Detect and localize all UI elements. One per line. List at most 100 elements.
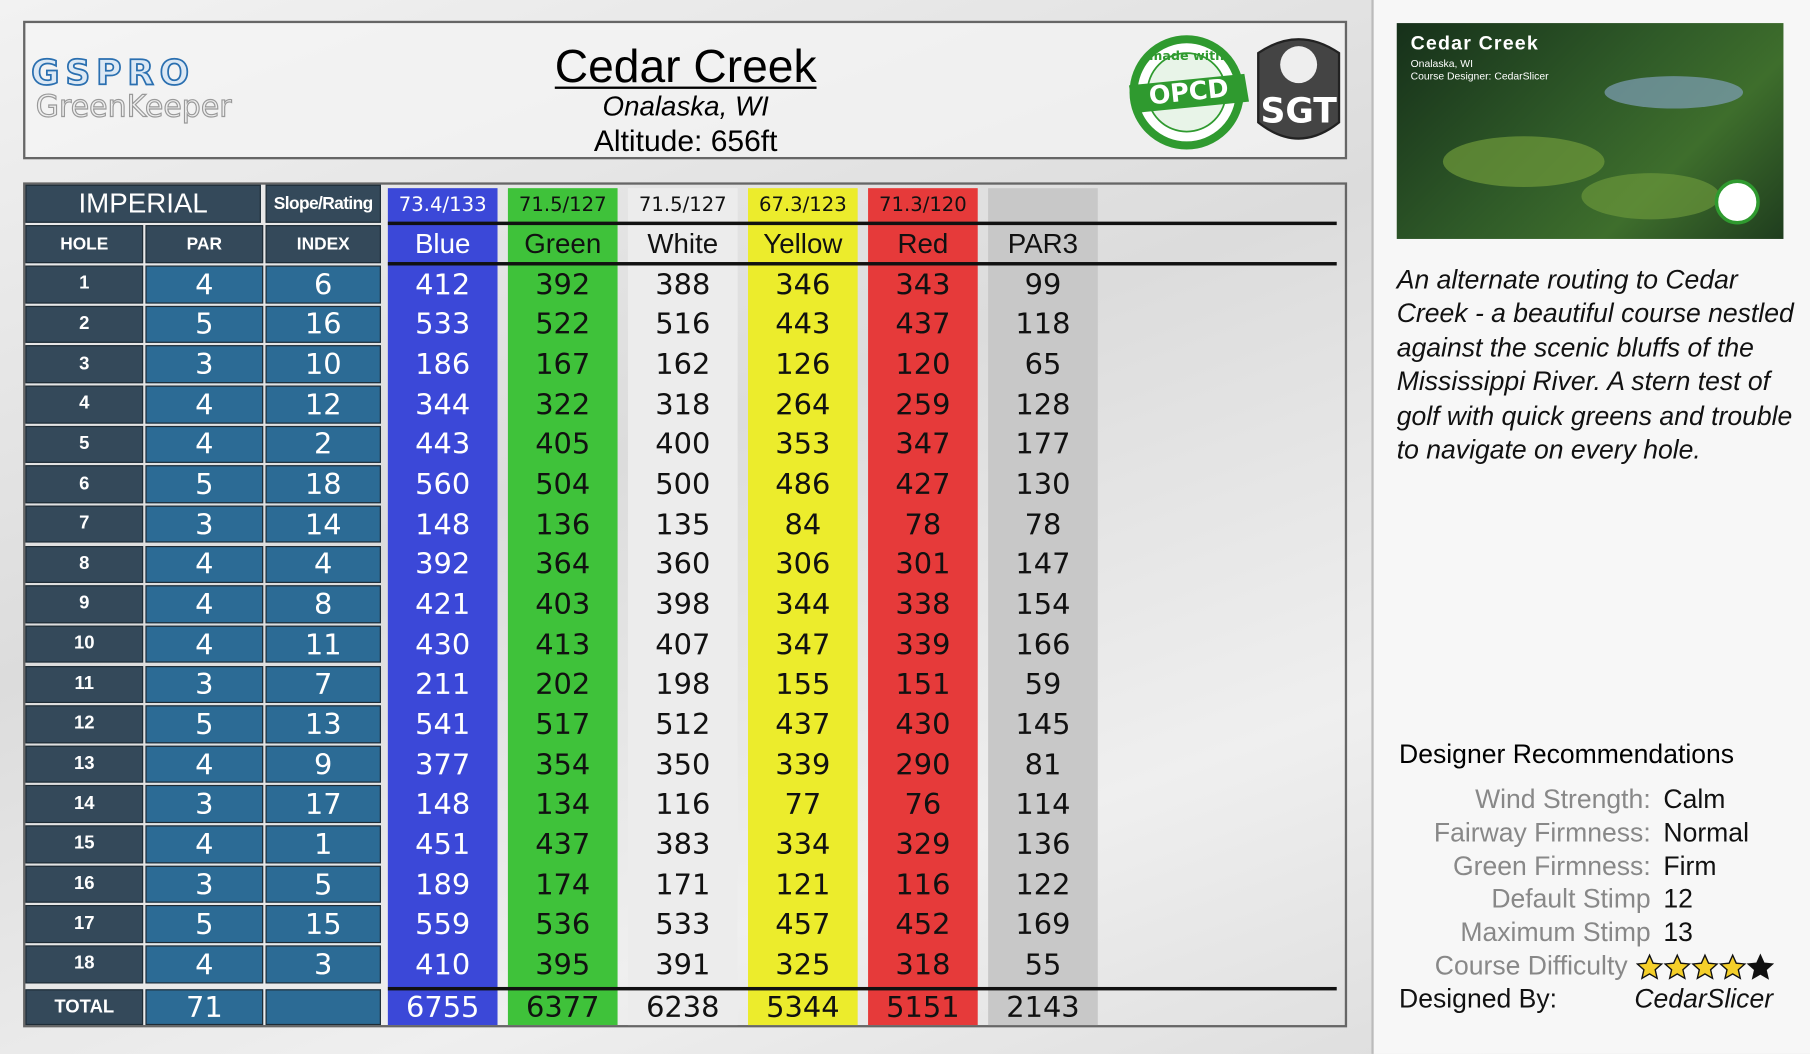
hole-yardage: 120 [895, 347, 951, 382]
hole-yardage: 364 [535, 547, 591, 582]
hole-yardage: 403 [535, 587, 591, 622]
hole-yardage: 383 [655, 827, 711, 862]
hole-number: 2 [25, 305, 144, 344]
hole-yardage: 151 [895, 667, 951, 702]
fairway [1442, 136, 1605, 188]
rec-label: Fairway Firmness: [1433, 817, 1651, 848]
hole-yardage: 116 [895, 867, 951, 902]
rec-label: Green Firmness: [1453, 850, 1651, 881]
slope-rating-header: Slope/Rating [265, 184, 381, 223]
hole-yardage: 421 [415, 587, 471, 622]
tee-name: Red [897, 227, 949, 260]
designed-by-label: Designed By: [1399, 983, 1557, 1014]
hole-number: 12 [25, 705, 144, 744]
hole-index: 2 [265, 425, 381, 464]
hole-yardage: 136 [535, 507, 591, 542]
hole-index: 3 [265, 945, 381, 984]
hole-yardage: 78 [1024, 507, 1062, 542]
rule-line [387, 986, 1337, 991]
hole-yardage: 126 [775, 347, 831, 382]
hole-yardage: 211 [415, 667, 471, 702]
logo-sub: GreenKeeper [35, 89, 232, 125]
hole-yardage: 533 [655, 907, 711, 942]
hole-yardage: 522 [535, 307, 591, 342]
column-header: HOLE [25, 225, 144, 264]
course-title: Cedar Creek [554, 40, 817, 92]
hole-index: 9 [265, 745, 381, 784]
hole-index: 4 [265, 545, 381, 584]
total-yardage: 6755 [405, 990, 480, 1024]
tee-stripe [507, 188, 618, 1026]
star-filled [1691, 953, 1719, 981]
hole-par: 4 [145, 625, 264, 664]
hole-index: 16 [265, 305, 381, 344]
hole-yardage: 392 [535, 267, 591, 302]
hole-yardage: 517 [535, 707, 591, 742]
rec-value: Calm [1663, 783, 1726, 814]
hole-yardage: 325 [775, 947, 831, 982]
hole-yardage: 452 [895, 907, 951, 942]
hole-yardage: 437 [895, 307, 951, 342]
hole-index: 8 [265, 585, 381, 624]
hole-yardage: 430 [415, 627, 471, 662]
hole-number: 9 [25, 585, 144, 624]
hole-yardage: 318 [895, 947, 951, 982]
hole-number: 1 [25, 265, 144, 304]
hole-yardage: 512 [655, 707, 711, 742]
tee-stripe [868, 188, 978, 1026]
tee-name: Blue [414, 227, 471, 260]
hole-number: 6 [25, 465, 144, 504]
hole-number: 15 [25, 825, 144, 864]
hole-yardage: 55 [1024, 947, 1062, 982]
star-shape [1718, 953, 1747, 980]
hole-yardage: 360 [655, 547, 711, 582]
badges: made with OPCD SGT [1128, 35, 1341, 150]
hole-par: 3 [145, 785, 264, 824]
hole-par: 5 [145, 305, 264, 344]
hole-number: 10 [25, 625, 144, 664]
hole-yardage: 177 [1015, 427, 1071, 462]
hole-yardage: 167 [535, 347, 591, 382]
hole-index: 11 [265, 625, 381, 664]
hole-yardage: 410 [415, 947, 471, 982]
hole-yardage: 443 [775, 307, 831, 342]
hole-yardage: 202 [535, 667, 591, 702]
hole-yardage: 171 [655, 867, 711, 902]
rule-line [387, 262, 1337, 266]
hole-yardage: 148 [415, 787, 471, 822]
hole-yardage: 334 [775, 827, 831, 862]
hole-yardage: 99 [1024, 267, 1062, 302]
hole-yardage: 353 [775, 427, 831, 462]
hole-yardage: 377 [415, 747, 471, 782]
total-index [265, 989, 381, 1026]
rec-value: 12 [1663, 883, 1693, 914]
hole-yardage: 533 [415, 307, 471, 342]
hole-yardage: 84 [784, 507, 822, 542]
hole-index: 18 [265, 465, 381, 504]
hole-number: 5 [25, 425, 144, 464]
hole-par: 5 [145, 905, 264, 944]
star-shape [1663, 953, 1692, 980]
hole-par: 3 [145, 345, 264, 384]
total-label: TOTAL [25, 989, 144, 1026]
hole-yardage: 344 [775, 587, 831, 622]
hole-yardage: 536 [535, 907, 591, 942]
hole-yardage: 59 [1024, 667, 1062, 702]
hole-yardage: 186 [415, 347, 471, 382]
hole-par: 4 [145, 545, 264, 584]
rec-value: 13 [1663, 916, 1693, 947]
hole-yardage: 128 [1015, 387, 1071, 422]
hole-yardage: 329 [895, 827, 951, 862]
tee-stripe [387, 188, 498, 1026]
hole-yardage: 486 [775, 467, 831, 502]
hole-yardage: 290 [895, 747, 951, 782]
hole-yardage: 130 [1015, 467, 1071, 502]
hole-yardage: 116 [655, 787, 711, 822]
hole-par: 3 [145, 865, 264, 904]
hole-yardage: 344 [415, 387, 471, 422]
rec-value: Firm [1663, 850, 1717, 881]
hole-yardage: 166 [1015, 627, 1071, 662]
hole-yardage: 347 [775, 627, 831, 662]
hole-number: 14 [25, 785, 144, 824]
